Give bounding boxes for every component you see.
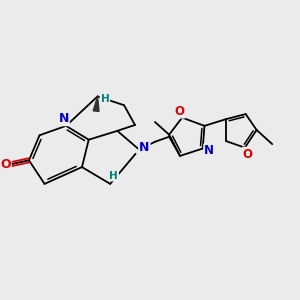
Text: O: O: [175, 105, 185, 118]
Text: O: O: [243, 148, 253, 160]
Text: O: O: [0, 158, 11, 171]
Text: H: H: [110, 171, 118, 181]
Text: H: H: [100, 94, 109, 104]
Text: N: N: [139, 141, 150, 154]
Text: N: N: [58, 112, 69, 125]
Text: N: N: [204, 144, 214, 158]
Polygon shape: [93, 96, 99, 111]
